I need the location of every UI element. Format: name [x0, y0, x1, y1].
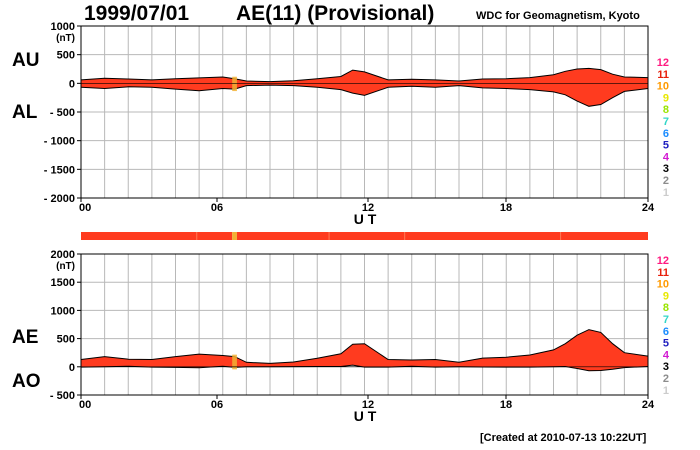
station-count-marker: [232, 76, 237, 92]
chart-title: AE(11) (Provisional): [236, 2, 435, 25]
station-legend-9: 9: [663, 92, 669, 104]
station-legend-3: 3: [663, 163, 669, 175]
x-tick-label: 18: [500, 202, 512, 214]
y-tick-label: 1000: [51, 305, 75, 317]
plot-frame: [80, 253, 649, 396]
created-timestamp: [Created at 2010-07-13 10:22UT]: [480, 432, 647, 444]
station-bar-segment: [232, 232, 237, 240]
x-tick-label: 00: [79, 202, 91, 214]
au-series-line: [80, 67, 649, 83]
station-legend-10: 10: [657, 279, 669, 291]
station-count-marker: [232, 354, 237, 370]
station-legend-7: 7: [663, 116, 669, 128]
x-axis-label: U T: [354, 211, 377, 227]
y-tick-label: 500: [57, 334, 75, 346]
y-unit-label: (nT): [56, 261, 75, 272]
station-legend-6: 6: [663, 128, 669, 140]
station-legend-5: 5: [663, 140, 669, 152]
station-legend-9: 9: [663, 290, 669, 302]
x-tick-label: 00: [79, 399, 91, 411]
y-unit-label: (nT): [56, 33, 75, 44]
envelope-area: [81, 329, 648, 371]
x-tick-label: 18: [500, 399, 512, 411]
ao-series-line: [80, 364, 649, 372]
station-legend-1: 1: [663, 187, 669, 199]
y-tick-label: - 2000: [44, 193, 75, 205]
envelope-area: [81, 68, 648, 107]
organization-label: WDC for Geomagnetism, Kyoto: [476, 10, 640, 22]
x-tick-label: 06: [211, 399, 223, 411]
x-tick-label: 06: [211, 202, 223, 214]
station-legend-8: 8: [663, 302, 669, 314]
station-legend-4: 4: [663, 151, 670, 163]
x-axis-label: U T: [354, 408, 377, 424]
station-legend-1: 1: [663, 385, 669, 397]
station-legend-7: 7: [663, 314, 669, 326]
station-legend-11: 11: [657, 69, 669, 81]
station-bar-segment: [236, 232, 649, 240]
station-bar-segment: [81, 232, 233, 240]
x-tick-label: 24: [642, 202, 655, 214]
y-tick-label: - 500: [50, 107, 75, 119]
panel-2: [77, 253, 649, 399]
x-tick-label: 12: [362, 202, 374, 214]
station-legend-2: 2: [663, 373, 669, 385]
station-legend-4: 4: [663, 349, 670, 361]
y-tick-label: 500: [57, 50, 75, 62]
y-tick-label: - 1500: [44, 164, 75, 176]
y-tick-label: 0: [69, 362, 75, 374]
date-label: 1999/07/01: [84, 2, 190, 25]
al-label: AL: [12, 102, 38, 123]
station-legend-12: 12: [657, 57, 669, 69]
x-tick-label: 24: [642, 399, 655, 411]
y-tick-label: 1500: [51, 277, 75, 289]
ao-label: AO: [12, 371, 41, 392]
station-legend-12: 12: [657, 255, 669, 267]
y-tick-label: 2000: [51, 249, 75, 261]
panel-1: [77, 25, 649, 202]
station-legend-6: 6: [663, 326, 669, 338]
au-label: AU: [12, 50, 40, 71]
ae-series-line: [80, 329, 649, 364]
station-legend-11: 11: [657, 267, 669, 279]
al-series-line: [80, 84, 649, 107]
station-legend-5: 5: [663, 338, 669, 350]
station-legend-10: 10: [657, 81, 669, 93]
y-tick-label: 0: [69, 78, 75, 90]
ae-label: AE: [12, 327, 39, 348]
station-legend-3: 3: [663, 361, 669, 373]
y-tick-label: - 1000: [44, 136, 75, 148]
y-tick-label: 1000: [51, 21, 75, 33]
station-legend-2: 2: [663, 175, 669, 187]
x-tick-label: 12: [362, 399, 374, 411]
station-legend-8: 8: [663, 104, 669, 116]
y-tick-label: - 500: [50, 390, 75, 402]
